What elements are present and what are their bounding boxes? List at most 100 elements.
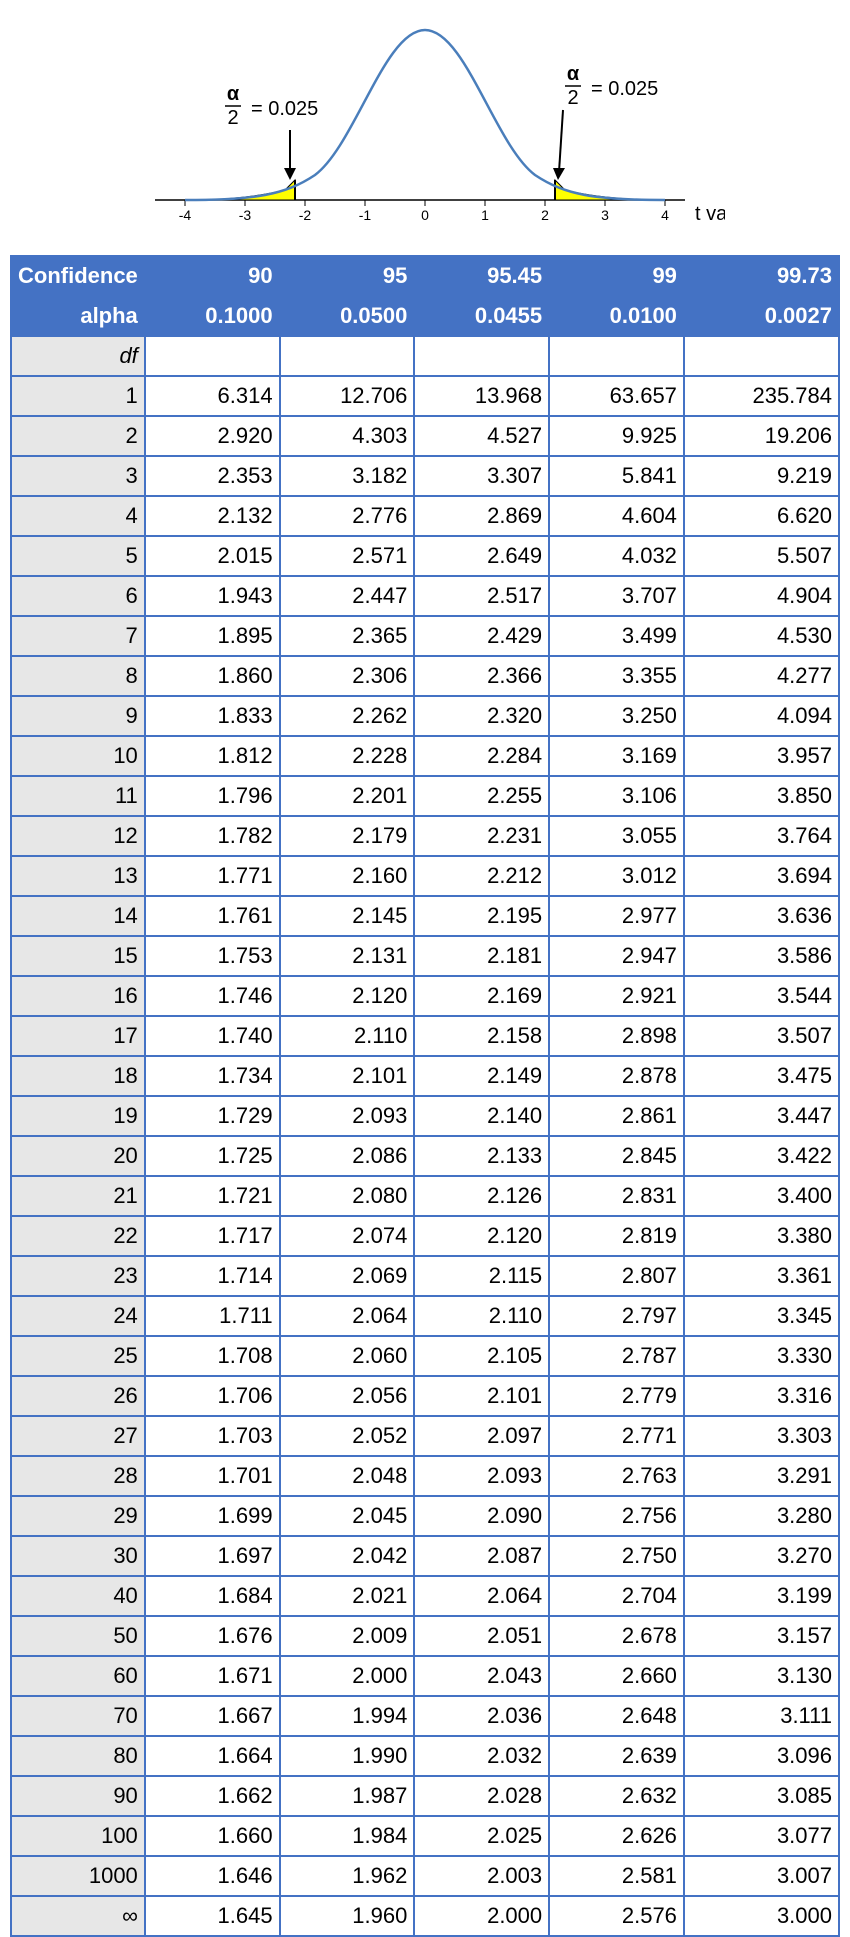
value-cell: 2.787	[549, 1336, 684, 1376]
bell-curve-svg: -4 -3 -2 -1 0 1 2 3 4 α 2 = 0.025 α	[125, 0, 725, 240]
svg-text:-1: -1	[359, 207, 372, 223]
value-cell: 1.699	[145, 1496, 280, 1536]
value-cell: 3.400	[684, 1176, 839, 1216]
df-cell: 2	[11, 416, 145, 456]
value-cell: 2.649	[414, 536, 549, 576]
value-cell: 3.303	[684, 1416, 839, 1456]
value-cell: 2.639	[549, 1736, 684, 1776]
value-cell: 1.943	[145, 576, 280, 616]
value-cell: 1.990	[280, 1736, 415, 1776]
value-cell: 2.080	[280, 1176, 415, 1216]
t-distribution-table: Confidence 90 95 95.45 99 99.73 alpha 0.…	[10, 255, 840, 1937]
df-cell: 5	[11, 536, 145, 576]
value-cell: 2.571	[280, 536, 415, 576]
value-cell: 2.045	[280, 1496, 415, 1536]
value-cell: 2.576	[549, 1896, 684, 1936]
value-cell: 12.706	[280, 376, 415, 416]
value-cell: 2.064	[280, 1296, 415, 1336]
df-cell: 90	[11, 1776, 145, 1816]
value-cell: 9.925	[549, 416, 684, 456]
table-row: 16.31412.70613.96863.657235.784	[11, 376, 839, 416]
svg-text:2: 2	[541, 207, 549, 223]
svg-text:2: 2	[227, 107, 238, 129]
table-row: 191.7292.0932.1402.8613.447	[11, 1096, 839, 1136]
alpha-col: 0.0455	[414, 296, 549, 336]
value-cell: 1.706	[145, 1376, 280, 1416]
value-cell: 2.845	[549, 1136, 684, 1176]
value-cell: 4.530	[684, 616, 839, 656]
table-row: 401.6842.0212.0642.7043.199	[11, 1576, 839, 1616]
alpha-col: 0.0027	[684, 296, 839, 336]
value-cell: 3.586	[684, 936, 839, 976]
value-cell: 3.199	[684, 1576, 839, 1616]
value-cell: 3.182	[280, 456, 415, 496]
value-cell: 2.090	[414, 1496, 549, 1536]
value-cell: 6.620	[684, 496, 839, 536]
table-row: 111.7962.2012.2553.1063.850	[11, 776, 839, 816]
table-row: 171.7402.1102.1582.8983.507	[11, 1016, 839, 1056]
svg-text:= 0.025: = 0.025	[251, 98, 318, 120]
value-cell: 2.169	[414, 976, 549, 1016]
value-cell: 1.796	[145, 776, 280, 816]
value-cell: 4.303	[280, 416, 415, 456]
value-cell: 3.130	[684, 1656, 839, 1696]
svg-text:α: α	[567, 63, 580, 85]
value-cell: 2.105	[414, 1336, 549, 1376]
table-row: 151.7532.1312.1812.9473.586	[11, 936, 839, 976]
tick: -1	[359, 200, 372, 223]
value-cell: 1.662	[145, 1776, 280, 1816]
value-cell: 2.660	[549, 1656, 684, 1696]
value-cell: 2.056	[280, 1376, 415, 1416]
table-row: 231.7142.0692.1152.8073.361	[11, 1256, 839, 1296]
value-cell: 3.316	[684, 1376, 839, 1416]
value-cell: 2.064	[414, 1576, 549, 1616]
value-cell: 1.987	[280, 1776, 415, 1816]
table-row: 291.6992.0452.0902.7563.280	[11, 1496, 839, 1536]
df-cell: 3	[11, 456, 145, 496]
value-cell: 2.678	[549, 1616, 684, 1656]
value-cell: 1.729	[145, 1096, 280, 1136]
value-cell: 1.725	[145, 1136, 280, 1176]
value-cell: 3.077	[684, 1816, 839, 1856]
value-cell: 2.704	[549, 1576, 684, 1616]
alpha-label: alpha	[11, 296, 145, 336]
value-cell: 1.740	[145, 1016, 280, 1056]
svg-text:1: 1	[481, 207, 489, 223]
value-cell: 1.671	[145, 1656, 280, 1696]
conf-col: 95.45	[414, 256, 549, 296]
value-cell: 3.355	[549, 656, 684, 696]
value-cell: 2.632	[549, 1776, 684, 1816]
svg-text:3: 3	[601, 207, 609, 223]
table-row: 501.6762.0092.0512.6783.157	[11, 1616, 839, 1656]
value-cell: 2.000	[414, 1896, 549, 1936]
value-cell: 2.149	[414, 1056, 549, 1096]
value-cell: 2.097	[414, 1416, 549, 1456]
df-cell: 6	[11, 576, 145, 616]
value-cell: 2.797	[549, 1296, 684, 1336]
tick: 4	[661, 200, 669, 223]
value-cell: 2.133	[414, 1136, 549, 1176]
value-cell: 2.921	[549, 976, 684, 1016]
conf-col: 99.73	[684, 256, 839, 296]
value-cell: 1.761	[145, 896, 280, 936]
value-cell: 2.807	[549, 1256, 684, 1296]
df-cell: 25	[11, 1336, 145, 1376]
table-row: 901.6621.9872.0282.6323.085	[11, 1776, 839, 1816]
table-row: 251.7082.0602.1052.7873.330	[11, 1336, 839, 1376]
value-cell: 3.096	[684, 1736, 839, 1776]
table-body: 16.31412.70613.96863.657235.78422.9204.3…	[11, 376, 839, 1936]
value-cell: 2.353	[145, 456, 280, 496]
value-cell: 4.277	[684, 656, 839, 696]
table-row: 121.7822.1792.2313.0553.764	[11, 816, 839, 856]
value-cell: 2.032	[414, 1736, 549, 1776]
tick: -3	[239, 200, 252, 223]
df-cell: ∞	[11, 1896, 145, 1936]
value-cell: 3.106	[549, 776, 684, 816]
df-cell: 21	[11, 1176, 145, 1216]
table-row: 141.7612.1452.1952.9773.636	[11, 896, 839, 936]
value-cell: 1.714	[145, 1256, 280, 1296]
value-cell: 3.447	[684, 1096, 839, 1136]
table-row: 241.7112.0642.1102.7973.345	[11, 1296, 839, 1336]
value-cell: 2.779	[549, 1376, 684, 1416]
df-cell: 16	[11, 976, 145, 1016]
